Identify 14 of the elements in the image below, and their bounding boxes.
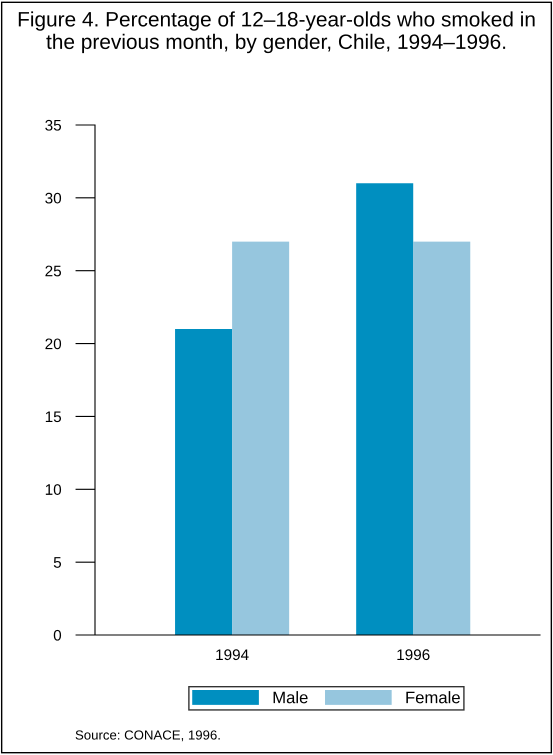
x-tick-label: 1994	[216, 649, 249, 660]
y-tick-label: 35	[45, 120, 62, 131]
source-note: Source: CONACE, 1996.	[76, 730, 220, 742]
y-tick-label: 30	[45, 192, 62, 204]
legend-label: Male	[274, 691, 308, 704]
y-tick-label: 5	[54, 557, 62, 568]
x-tick-label: 1996	[397, 649, 430, 660]
chart-title: Figure 4. Percentage of 12–18-year-olds who smoked in the previous month, by gender, Chile, 1994–1996.	[18, 11, 535, 54]
y-tick-label: 10	[46, 484, 62, 495]
y-tick-label: 15	[46, 411, 62, 422]
y-tick-label: 0	[54, 630, 62, 641]
legend-label: Female	[406, 691, 460, 704]
y-tick-label: 25	[45, 266, 62, 276]
y-tick-label: 20	[45, 338, 62, 350]
